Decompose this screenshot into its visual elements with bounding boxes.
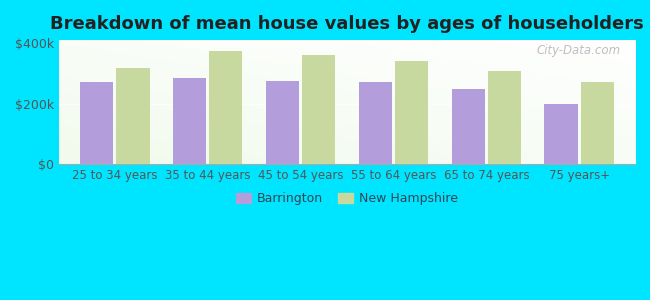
- Bar: [80, 82, 113, 164]
- Bar: [209, 51, 242, 164]
- Bar: [580, 82, 614, 164]
- Bar: [395, 61, 428, 164]
- Bar: [173, 78, 206, 164]
- Bar: [545, 104, 578, 164]
- Title: Breakdown of mean house values by ages of householders: Breakdown of mean house values by ages o…: [50, 15, 644, 33]
- Text: City-Data.com: City-Data.com: [536, 44, 621, 57]
- Bar: [452, 89, 485, 164]
- Bar: [116, 68, 150, 164]
- Bar: [266, 81, 299, 164]
- Legend: Barrington, New Hampshire: Barrington, New Hampshire: [231, 187, 463, 210]
- Bar: [302, 55, 335, 164]
- Bar: [488, 71, 521, 164]
- Bar: [359, 82, 392, 164]
